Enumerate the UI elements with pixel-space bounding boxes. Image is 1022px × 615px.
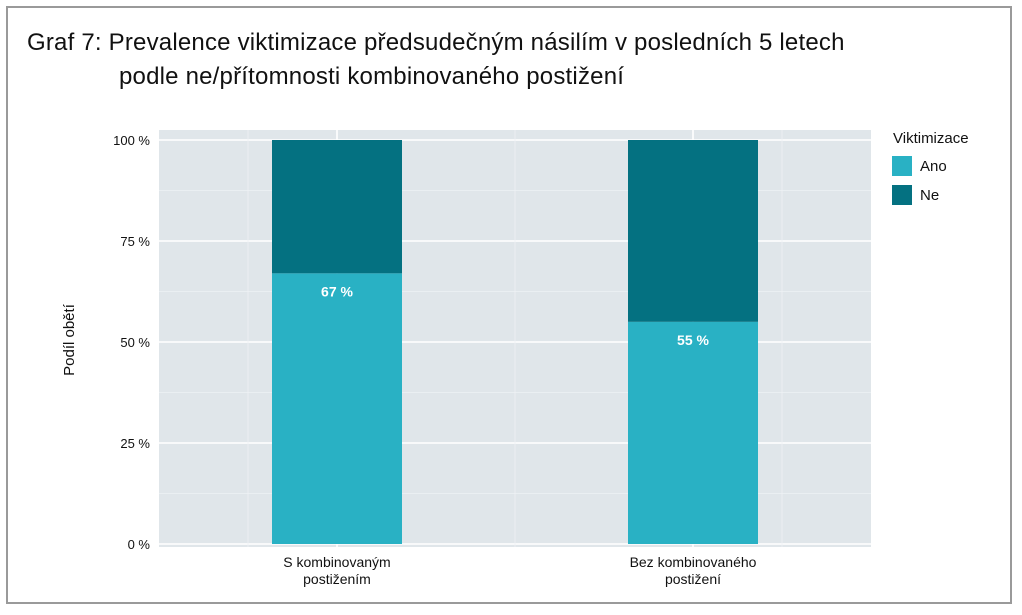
y-tick-label: 100 % <box>113 133 150 148</box>
chart-title: Graf 7: Prevalence viktimizace předsudeč… <box>27 26 987 94</box>
x-tick-label: Bez kombinovaného <box>630 554 757 570</box>
x-tick-label: postižením <box>303 571 371 587</box>
chart-title-line1: Graf 7: Prevalence viktimizace předsudeč… <box>27 29 845 56</box>
x-tick-label: S kombinovaným <box>283 554 390 570</box>
legend-label-ne: Ne <box>920 187 939 204</box>
legend-title: Viktimizace <box>893 130 969 147</box>
bar-ne-2 <box>628 140 758 322</box>
chart-title-line2: podle ne/přítomnosti kombinovaného posti… <box>119 63 625 90</box>
bar-ne-1 <box>272 140 402 274</box>
legend-label-ano: Ano <box>920 158 947 175</box>
bar-ano-1 <box>272 273 402 544</box>
legend-swatch-ano <box>892 156 912 176</box>
y-tick-label: 75 % <box>120 234 150 249</box>
y-tick-label: 50 % <box>120 335 150 350</box>
y-axis-label: Podíl obětí <box>61 303 78 376</box>
legend: Viktimizace Ano Ne <box>892 130 969 205</box>
x-tick-label: postižení <box>665 571 721 587</box>
bar-ano-2 <box>628 321 758 544</box>
y-tick-label: 0 % <box>128 537 151 552</box>
data-label: 55 % <box>677 332 709 348</box>
legend-swatch-ne <box>892 185 912 205</box>
data-label: 67 % <box>321 283 353 299</box>
y-tick-label: 25 % <box>120 436 150 451</box>
bars: 67 % 55 % <box>272 140 758 544</box>
y-tick-labels: 0 % 25 % 50 % 75 % 100 % <box>113 133 150 552</box>
